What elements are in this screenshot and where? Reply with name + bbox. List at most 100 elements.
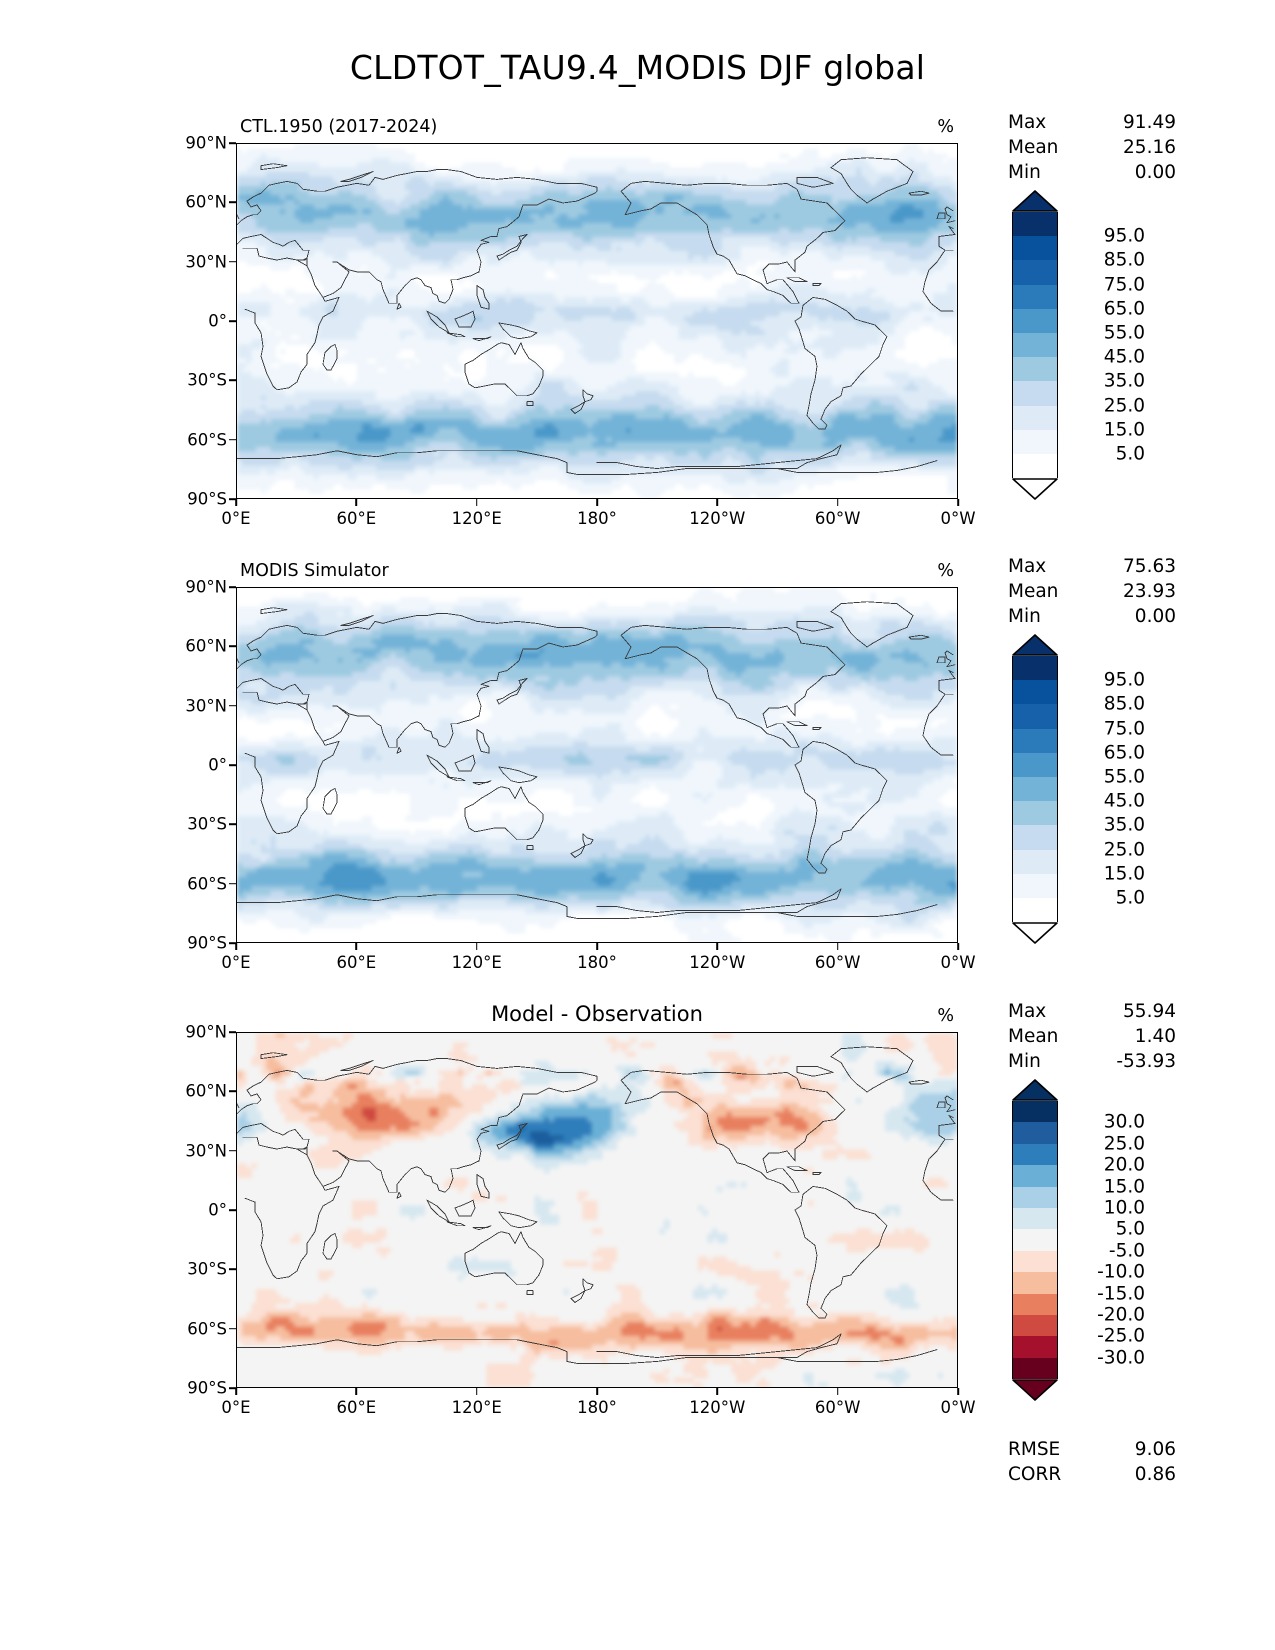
colorbar-tick-label: 25.0 xyxy=(1065,1133,1145,1154)
colorbar-segment xyxy=(1013,752,1057,777)
x-axis-tick-mark xyxy=(836,1388,839,1395)
colorbar-segment xyxy=(1013,680,1057,705)
x-axis-tick-mark xyxy=(235,499,237,506)
x-axis-tick-label: 0°W xyxy=(940,1398,975,1417)
colorbar-tick-label: 55.0 xyxy=(1065,767,1145,788)
colorbar-segment xyxy=(1013,1229,1057,1251)
y-axis-tick-label: 90°N xyxy=(185,1023,227,1042)
colorbar-tick-label: 55.0 xyxy=(1065,323,1145,344)
stat-row: Max 91.49 xyxy=(1008,110,1176,135)
x-axis-tick-label: 0°W xyxy=(940,953,975,972)
y-axis-tick-mark xyxy=(229,764,236,766)
colorbar-tick-label: 75.0 xyxy=(1065,718,1145,739)
x-axis-tick-mark xyxy=(716,943,719,950)
metric-label: RMSE xyxy=(1008,1437,1060,1462)
x-axis-tick-label: 180° xyxy=(577,509,617,528)
panel-2-map-canvas xyxy=(237,588,957,942)
y-axis-tick-mark xyxy=(229,1209,236,1211)
stat-value: 0.00 xyxy=(1135,160,1176,185)
colorbar-segment xyxy=(1013,776,1057,802)
colorbar-segment xyxy=(1013,825,1057,850)
y-axis-tick-mark xyxy=(229,1031,236,1033)
x-axis-tick-label: 0°E xyxy=(221,1398,250,1417)
colorbar-tick-label: -25.0 xyxy=(1065,1326,1145,1347)
colorbar-segment xyxy=(1013,260,1057,285)
colorbar-segment xyxy=(1013,1122,1057,1144)
y-axis-tick-label: 30°N xyxy=(185,252,227,271)
x-axis-tick-mark xyxy=(957,499,959,506)
y-axis-tick-label: 90°N xyxy=(185,134,227,153)
y-axis-tick-mark xyxy=(229,498,236,500)
y-axis-tick-mark xyxy=(229,438,236,441)
colorbar-segment xyxy=(1013,1272,1057,1294)
colorbar-tick-label: 75.0 xyxy=(1065,274,1145,295)
panel-1-map xyxy=(236,143,958,499)
colorbar-min-extend-arrow xyxy=(1012,1379,1058,1401)
colorbar-tick-label: 85.0 xyxy=(1065,694,1145,715)
colorbar-max-extend-arrow xyxy=(1012,634,1058,656)
colorbar-segment xyxy=(1013,1293,1057,1315)
x-axis-tick-mark xyxy=(836,499,839,506)
metric-row: RMSE 9.06 xyxy=(1008,1437,1176,1462)
y-axis-tick-label: 60°N xyxy=(185,193,227,212)
stat-label: Min xyxy=(1008,1049,1041,1074)
x-axis-tick-mark xyxy=(475,499,478,506)
x-axis-tick-mark xyxy=(596,1388,598,1395)
colorbar-segment xyxy=(1013,1357,1057,1380)
metric-label: CORR xyxy=(1008,1462,1061,1487)
colorbar-max-extend-arrow xyxy=(1012,1079,1058,1101)
y-axis-tick-mark xyxy=(229,142,236,144)
colorbar-tick-label: 10.0 xyxy=(1065,1198,1145,1219)
x-axis-tick-label: 60°W xyxy=(815,509,861,528)
colorbar-tick-label: 45.0 xyxy=(1065,791,1145,812)
colorbar-segment xyxy=(1013,236,1057,261)
x-axis-tick-label: 60°E xyxy=(336,1398,376,1417)
panel-3-map xyxy=(236,1032,958,1388)
colorbar-segment xyxy=(1013,704,1057,729)
x-axis-tick-label: 60°E xyxy=(336,509,376,528)
colorbar-tick-label: 15.0 xyxy=(1065,863,1145,884)
stat-value: 1.40 xyxy=(1135,1024,1176,1049)
y-axis-tick-label: 60°S xyxy=(187,874,227,893)
colorbar-tick-label: 5.0 xyxy=(1065,1219,1145,1240)
panel-2-colorbar: 95.0 85.0 75.0 65.0 55.0 45.0 35.0 25.0 15.0 5.0 xyxy=(1012,634,1145,944)
x-axis-tick-mark xyxy=(475,1388,478,1395)
colorbar-tick-label: 25.0 xyxy=(1065,839,1145,860)
panel-2-map xyxy=(236,587,958,943)
colorbar-tick-label: 15.0 xyxy=(1065,1176,1145,1197)
panel-1-unit: % xyxy=(937,117,954,137)
colorbar-tick-label: -5.0 xyxy=(1065,1240,1145,1261)
x-axis-tick-label: 120°E xyxy=(452,509,502,528)
colorbar-tick-label: 65.0 xyxy=(1065,742,1145,763)
colorbar-segment xyxy=(1013,728,1057,753)
colorbar-segment xyxy=(1013,405,1057,430)
x-axis-tick-mark xyxy=(355,499,358,506)
y-axis-tick-mark xyxy=(229,882,236,885)
colorbar-tick-label: 5.0 xyxy=(1065,444,1145,465)
stat-label: Mean xyxy=(1008,135,1058,160)
y-axis-tick-mark xyxy=(229,586,236,588)
y-axis-tick-label: 30°S xyxy=(187,1260,227,1279)
stat-label: Mean xyxy=(1008,579,1058,604)
colorbar-segment xyxy=(1013,453,1057,479)
y-axis-tick-mark xyxy=(229,379,236,382)
colorbar-segment xyxy=(1013,332,1057,358)
stat-row: Mean 23.93 xyxy=(1008,579,1176,604)
panel-1-colorbar: 95.0 85.0 75.0 65.0 55.0 45.0 35.0 25.0 15.0 5.0 xyxy=(1012,190,1145,500)
colorbar-segment xyxy=(1013,1101,1057,1123)
stat-value: -53.93 xyxy=(1116,1049,1176,1074)
colorbar-segment xyxy=(1013,897,1057,923)
y-axis-tick-label: 90°S xyxy=(187,490,227,509)
y-axis-tick-label: 30°N xyxy=(185,1141,227,1160)
y-axis-tick-label: 90°S xyxy=(187,1379,227,1398)
x-axis-tick-label: 180° xyxy=(577,953,617,972)
x-axis-tick-label: 0°W xyxy=(940,509,975,528)
x-axis-tick-label: 0°E xyxy=(221,953,250,972)
colorbar-segment xyxy=(1013,873,1057,898)
colorbar-min-extend-arrow xyxy=(1012,478,1058,500)
x-axis-tick-mark xyxy=(596,499,598,506)
colorbar-segment xyxy=(1013,1186,1057,1208)
colorbar-segment xyxy=(1013,1165,1057,1187)
panel-3-title: Model - Observation xyxy=(236,1002,958,1026)
metric-value: 9.06 xyxy=(1135,1437,1176,1462)
